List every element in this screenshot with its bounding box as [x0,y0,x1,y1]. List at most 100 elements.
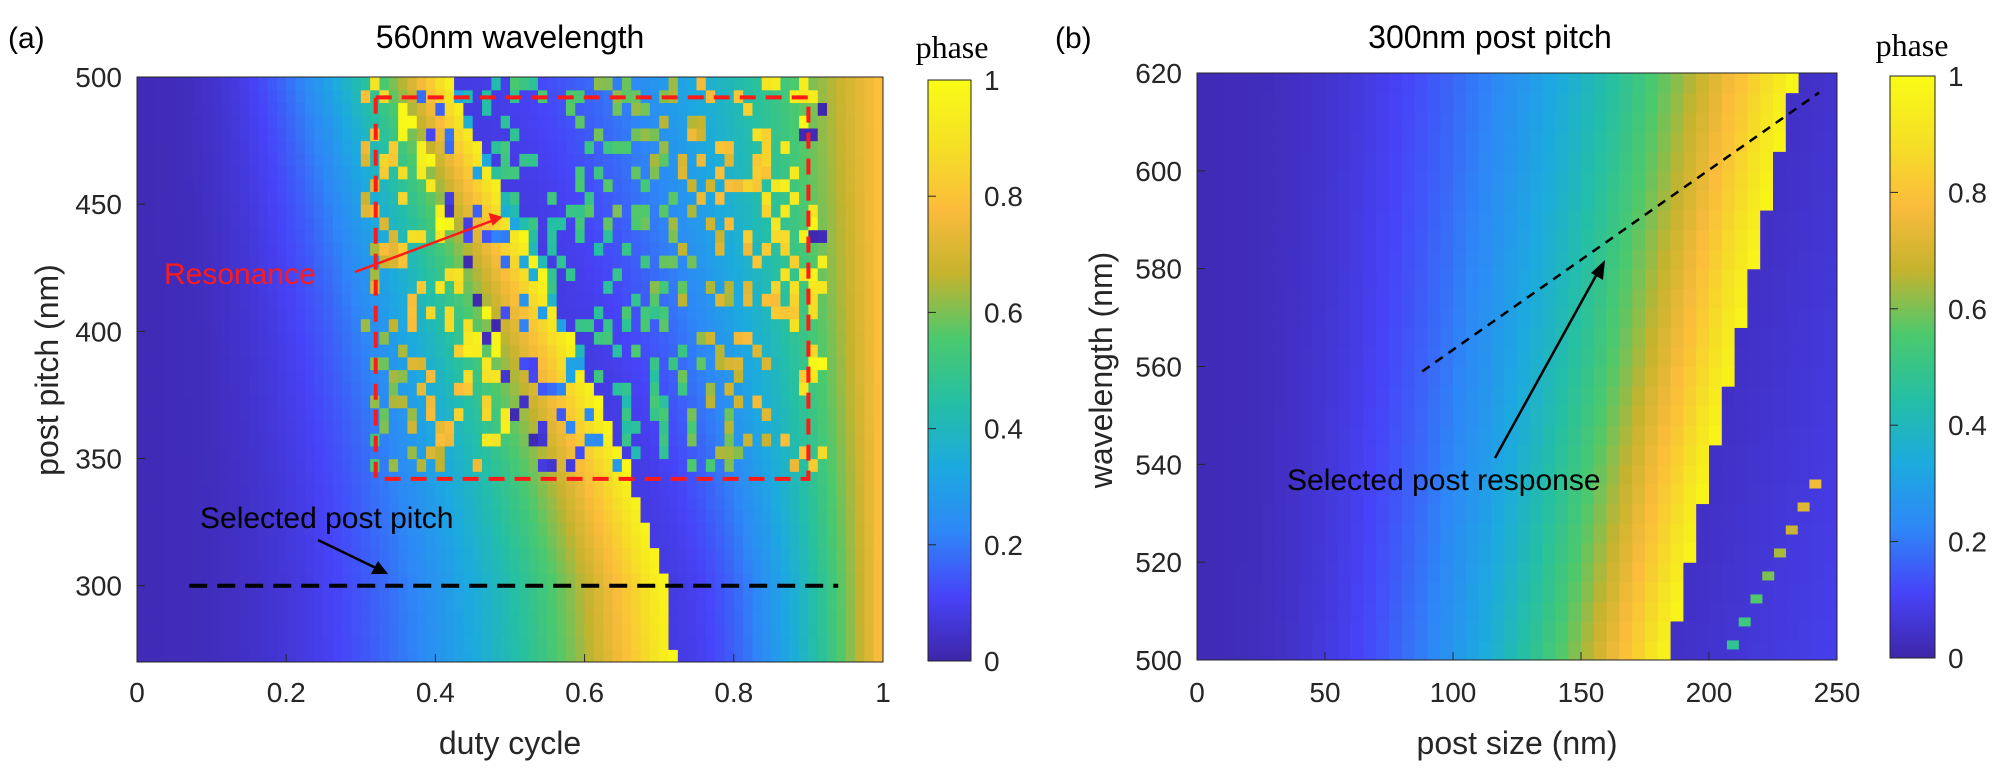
panel-a-cell [780,572,791,587]
panel-b-cell [1504,562,1518,583]
panel-b-cell [1734,523,1748,544]
panel-a-cell [360,522,371,536]
panel-a-cell [668,369,679,383]
panel-a-cell [771,318,782,332]
panel-a-cell [463,458,474,472]
panel-a-cell [659,407,670,421]
panel-a-x-tick-label: 1 [875,677,891,708]
panel-a-cell [174,293,185,307]
panel-b-cell [1197,425,1211,446]
panel-a-cell [211,153,222,167]
panel-a-cell [146,623,157,638]
panel-a-cell [771,445,782,460]
panel-a-cell [575,585,586,600]
panel-a-cell [780,115,791,129]
panel-b-cell [1440,288,1454,309]
selected-post-pitch-arrowhead [371,561,388,574]
panel-b-cell [1760,268,1774,289]
panel-b-cell [1312,405,1326,426]
panel-a-cell [789,522,800,536]
panel-b-cell [1606,229,1620,250]
panel-a-cell [416,216,427,231]
panel-b-cell [1325,327,1339,348]
panel-b-cell [1273,190,1288,211]
panel-a-cell [398,369,409,383]
panel-b-cell [1542,386,1556,407]
panel-a-cell [808,242,819,256]
panel-a-cell [528,611,539,625]
panel-a-cell [454,483,464,498]
panel-a-cell [472,445,483,460]
panel-a-cell [146,255,157,269]
panel-a-cell [239,623,250,638]
panel-a-cell [248,255,259,269]
panel-a-cell [845,115,856,129]
panel-a-cell [295,522,306,536]
panel-b-cell [1824,562,1837,583]
panel-a-cell [286,394,297,409]
panel-a-cell [715,471,726,485]
panel-a-cell [743,356,754,371]
panel-a-cell [164,649,175,662]
panel-b-cell [1517,464,1531,485]
panel-b-cell [1325,483,1339,505]
panel-a-cell [444,242,455,256]
panel-a-cell [295,407,306,421]
panel-b-cell [1261,542,1275,563]
panel-b-cell [1299,249,1313,270]
panel-a-cell [323,229,334,243]
panel-b-cell [1325,425,1339,446]
panel-a-cell [239,509,250,523]
panel-a-cell [565,420,576,434]
panel-a-cell [146,471,157,485]
panel-b-cell [1721,327,1736,348]
panel-a-cell [537,534,548,549]
panel-a-cell [519,255,530,269]
panel-b-cell [1773,366,1787,387]
panel-a-cell [817,305,828,320]
panel-b-cell [1414,620,1428,642]
panel-a-cell [510,204,520,218]
panel-a-title: 560nm wavelength [376,19,645,55]
panel-a-cell [491,496,502,510]
panel-a-cell [211,560,222,574]
panel-a-cell [220,140,231,154]
panel-a-cell [649,547,660,561]
panel-a-cell [640,305,651,320]
panel-a-cell [537,598,548,612]
panel-a-cell [715,394,726,409]
panel-a-cell [761,598,772,612]
panel-a-cell [864,318,875,332]
panel-a-cell [351,534,362,549]
panel-a-cell [276,407,287,421]
panel-a-cell [323,649,334,662]
panel-a-cell [845,204,856,218]
panel-a-colorbar [927,79,972,662]
panel-b-cell [1683,268,1697,289]
panel-a-cell [342,242,353,256]
panel-a-cell [500,102,511,116]
panel-a-cell [743,623,754,638]
panel-a-cell [836,191,847,205]
panel-a-cell [164,318,175,332]
panel-a-cell [342,458,353,472]
panel-b-cell [1645,249,1659,270]
panel-a-cell [146,318,157,332]
panel-a-cell [230,178,241,193]
panel-b-cell [1555,366,1569,387]
panel-a-cell [510,331,520,345]
panel-a-cell [677,242,688,256]
panel-a-cell [659,636,670,650]
panel-b-cell [1760,464,1774,485]
panel-a-cell [528,204,539,218]
panel-b-cell [1337,581,1352,602]
panel-a-cell [584,178,595,193]
panel-b-cell [1785,268,1800,289]
panel-a-cell [248,153,259,167]
panel-a-cell [230,191,241,205]
panel-b-cell [1401,190,1416,211]
panel-a-cell [444,649,455,662]
panel-a-cell [202,420,213,434]
panel-b-cell [1414,523,1428,544]
panel-b-cell [1709,229,1723,250]
